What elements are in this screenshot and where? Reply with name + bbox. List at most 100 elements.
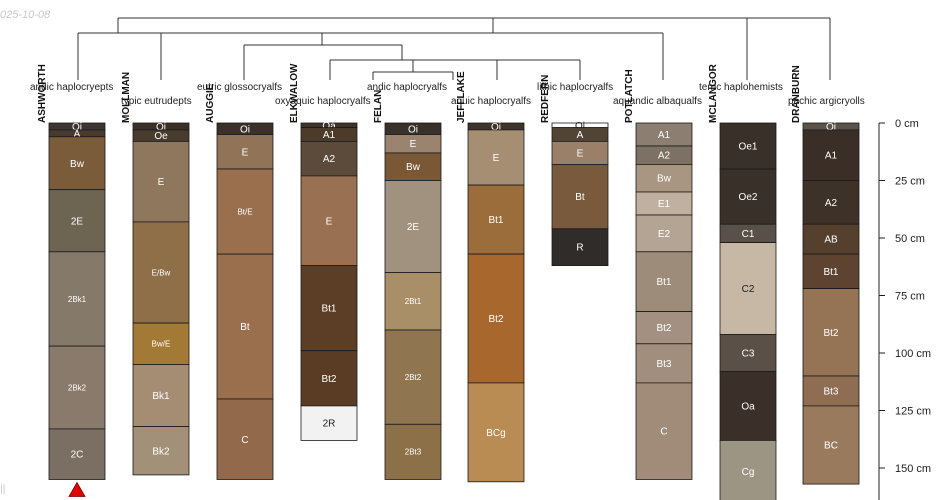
horizon: A1 bbox=[300, 127, 358, 142]
horizon-label: Bw bbox=[70, 159, 85, 170]
horizon-label: A2 bbox=[825, 198, 838, 209]
horizon: 2E bbox=[48, 189, 106, 253]
horizon-label: Bt3 bbox=[656, 359, 671, 370]
horizon-band bbox=[384, 180, 442, 273]
horizon-label: Bt/E bbox=[237, 207, 252, 216]
horizon: A2 bbox=[300, 140, 358, 177]
taxonomy-label: andic haplocryalfs bbox=[367, 82, 447, 93]
horizon-label: Bt2 bbox=[488, 314, 503, 325]
depth-tick-label: 100 cm bbox=[895, 348, 931, 360]
horizon: AB bbox=[802, 223, 860, 255]
soil-profile: Oi E Bw 2E 2Bt1 2Bt2 2Bt3 FELAN bbox=[373, 90, 442, 480]
horizon-label: Cg bbox=[742, 467, 755, 478]
horizon: Oe2 bbox=[719, 168, 777, 225]
horizon: 2C bbox=[48, 428, 106, 480]
horizon: A1 bbox=[802, 129, 860, 181]
horizon: 2E bbox=[384, 180, 442, 273]
horizon-band bbox=[48, 251, 106, 347]
horizon-label: Oi bbox=[575, 121, 585, 132]
horizon-label: Bk1 bbox=[152, 391, 170, 402]
horizon-band bbox=[300, 265, 358, 352]
horizon: Bt3 bbox=[635, 343, 693, 384]
horizon-label: Oa bbox=[322, 121, 336, 132]
horizon-band bbox=[132, 364, 190, 427]
horizon-band bbox=[719, 242, 777, 336]
horizon-label: A1 bbox=[658, 130, 671, 141]
taxonomy-label: typic eutrudepts bbox=[121, 96, 192, 107]
depth-axis: 0 cm 25 cm 50 cm 75 cm 100 cm 125 cm 150 cm bbox=[878, 118, 931, 500]
horizon-band bbox=[216, 253, 274, 400]
horizon: 2Bt3 bbox=[384, 423, 442, 480]
profiles: OiABw2E2Bk12Bk22CASHWORTHOiOeEE/BwBw/EBk… bbox=[37, 63, 860, 500]
horizon-band bbox=[467, 184, 525, 255]
horizon: Cg bbox=[719, 439, 777, 500]
horizon: C2 bbox=[719, 242, 777, 336]
red-triangle-marker bbox=[68, 481, 86, 497]
depth-tick-label: 125 cm bbox=[895, 406, 931, 418]
horizon: Bw bbox=[635, 163, 693, 193]
horizon-band bbox=[384, 272, 442, 331]
horizon-label: BC bbox=[824, 441, 838, 452]
horizon-label: Oe1 bbox=[739, 142, 758, 153]
horizon: Bt2 bbox=[467, 253, 525, 384]
horizon-label: Bt3 bbox=[823, 386, 838, 397]
horizon-band bbox=[635, 251, 693, 313]
horizon-label: C bbox=[660, 427, 667, 438]
horizon-label: E bbox=[493, 153, 500, 164]
taxonomy-label: eutric glossocryalfs bbox=[197, 82, 282, 93]
horizon: Bt bbox=[551, 163, 609, 230]
horizon-label: C bbox=[241, 435, 248, 446]
horizon-band bbox=[635, 382, 693, 480]
horizon: E1 bbox=[635, 191, 693, 216]
horizon-label: E1 bbox=[658, 199, 671, 210]
horizon: 2Bt2 bbox=[384, 329, 442, 425]
profile-name: JEFFLAKE bbox=[456, 71, 467, 123]
horizon-band bbox=[467, 129, 525, 186]
horizon-label: AB bbox=[824, 235, 838, 246]
horizon-band bbox=[384, 329, 442, 425]
horizon: Bt2 bbox=[635, 311, 693, 345]
horizon-label: Oe2 bbox=[739, 192, 758, 203]
horizon: E bbox=[300, 175, 358, 266]
horizon-label: Bt2 bbox=[321, 374, 336, 385]
profile-name: ELKWALOW bbox=[289, 63, 300, 123]
horizon-band bbox=[719, 168, 777, 225]
date-label: 025-10-08 bbox=[0, 9, 51, 21]
horizon-band bbox=[132, 221, 190, 324]
horizon: Oi bbox=[384, 122, 442, 135]
horizon-label: 2Bt1 bbox=[405, 297, 422, 306]
horizon-label: Bt1 bbox=[488, 215, 503, 226]
horizon: Bw bbox=[384, 152, 442, 181]
horizon: Oe bbox=[132, 129, 190, 142]
horizon-band bbox=[467, 382, 525, 483]
soil-profile: Oi E Bt/E Bt C AUGGIE bbox=[205, 83, 274, 480]
horizon: C1 bbox=[719, 223, 777, 243]
horizon-band bbox=[384, 152, 442, 181]
horizon-band bbox=[48, 345, 106, 430]
horizon-label: Bt1 bbox=[823, 267, 838, 278]
horizon-label: 2E bbox=[407, 222, 420, 233]
depth-tick-label: 75 cm bbox=[895, 291, 925, 303]
horizon: E/Bw bbox=[132, 221, 190, 324]
horizon-label: Bk2 bbox=[152, 446, 170, 457]
horizon-band bbox=[216, 168, 274, 255]
corner-mark: || bbox=[0, 484, 5, 495]
taxonomy-label: pachic argicryolls bbox=[788, 96, 865, 107]
horizon: BCg bbox=[467, 382, 525, 483]
horizon-band bbox=[802, 180, 860, 225]
taxonomy-labels: andic haplocryepts typic eutrudepts eutric… bbox=[30, 82, 865, 107]
horizon-label: Bw bbox=[406, 162, 421, 173]
horizon-label: A bbox=[74, 129, 81, 140]
horizon: Bt1 bbox=[467, 184, 525, 255]
horizon-label: Bw/E bbox=[152, 340, 171, 349]
horizon-label: 2R bbox=[323, 419, 336, 430]
depth-tick-label: 50 cm bbox=[895, 233, 925, 245]
horizon-band bbox=[802, 405, 860, 485]
horizon: Bw bbox=[48, 136, 106, 191]
horizon-band bbox=[635, 214, 693, 253]
horizon-label: 2Bt3 bbox=[405, 448, 422, 457]
horizon-band bbox=[300, 350, 358, 407]
horizon-label: Bw bbox=[657, 174, 672, 185]
